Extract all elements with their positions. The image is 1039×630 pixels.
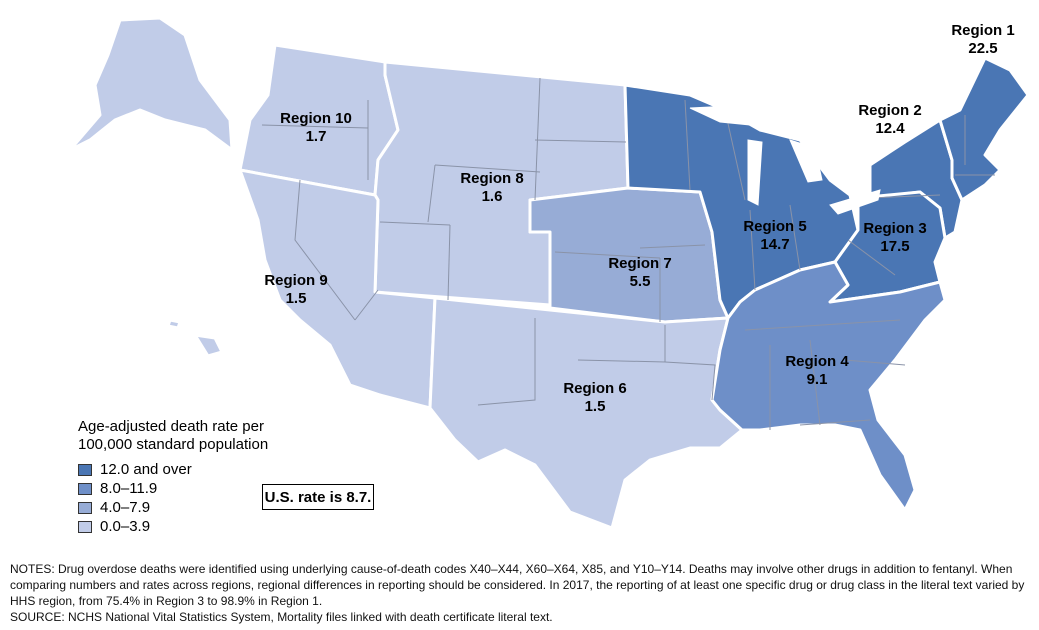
- region-10-name: Region 10: [280, 110, 352, 127]
- region-9-label: Region 9 1.5: [264, 272, 327, 308]
- state-border-nd-sd: [534, 139, 627, 143]
- region-10-label: Region 10 1.7: [280, 110, 352, 146]
- legend-title: Age-adjusted death rate per 100,000 stan…: [78, 418, 268, 454]
- region-3-rate: 17.5: [880, 238, 910, 255]
- state-border-nv-az: [354, 289, 379, 321]
- legend-swatch: [78, 520, 92, 533]
- notes-text: NOTES: Drug overdose deaths were identif…: [10, 562, 1025, 608]
- region-9-shape: [238, 168, 437, 410]
- region-4-rate: 9.1: [806, 371, 828, 388]
- legend-item-label: 12.0 and over: [100, 461, 192, 478]
- region-6-name: Region 6: [563, 380, 627, 397]
- state-border-ga-fl: [799, 419, 871, 426]
- state-border-ut-nv: [379, 221, 451, 226]
- region-1-rate: 22.5: [968, 40, 998, 57]
- legend-item-label: 4.0–7.9: [100, 499, 151, 516]
- state-border-ky-tn: [744, 319, 901, 331]
- state-border-il-in: [749, 209, 756, 291]
- legend-item-4-7: 4.0–7.9: [78, 498, 268, 517]
- legend-title-line1: Age-adjusted death rate per: [78, 418, 264, 435]
- lake-huron: [789, 139, 823, 183]
- region-8-name: Region 8: [460, 170, 524, 187]
- legend-item-12-plus: 12.0 and over: [78, 460, 268, 479]
- state-border-ia-mo: [639, 244, 706, 249]
- legend-swatch: [78, 482, 92, 495]
- state-border-wa-or: [261, 124, 369, 129]
- state-border-mt-wy: [434, 164, 541, 173]
- state-border-nc-sc: [844, 359, 906, 366]
- map-svg: [68, 16, 1030, 530]
- region-1-name: Region 1: [951, 22, 1015, 39]
- state-border-nm-tx: [477, 318, 536, 406]
- region-2-name: Region 2: [858, 102, 922, 119]
- region-4-shape: [710, 260, 947, 512]
- region-8-label: Region 8 1.6: [460, 170, 523, 206]
- region-4-name: Region 4: [785, 353, 849, 370]
- region-9-hawaii-island-2: [166, 318, 182, 330]
- region-3-label: Region 3 17.5: [863, 220, 926, 256]
- region-2-label: Region 2 12.4: [858, 102, 921, 138]
- region-6-rate: 1.5: [584, 398, 606, 415]
- lake-erie: [829, 189, 881, 215]
- state-border-al-ga: [809, 339, 821, 426]
- state-border-ca-nv: [294, 179, 356, 321]
- legend-item-label: 0.0–3.9: [100, 518, 151, 535]
- region-4-label: Region 4 9.1: [785, 353, 848, 389]
- region-10-rate: 1.7: [305, 128, 327, 145]
- region-8-rate: 1.6: [481, 188, 503, 205]
- region-1-shape: [938, 56, 1030, 202]
- state-border-in-oh: [789, 204, 801, 271]
- region-3-name: Region 3: [863, 220, 927, 237]
- state-border-va-wv: [847, 239, 896, 276]
- state-border-pa-ny: [869, 194, 941, 199]
- legend-item-0-3: 0.0–3.9: [78, 517, 268, 536]
- region-5-label: Region 5 14.7: [743, 218, 806, 254]
- legend: Age-adjusted death rate per 100,000 stan…: [78, 418, 268, 536]
- region-9-hawaii-shape: [193, 333, 224, 358]
- legend-swatch: [78, 463, 92, 476]
- state-border-wy-west: [427, 164, 436, 223]
- region-9-name: Region 9: [264, 272, 328, 289]
- state-border-wi-mi: [724, 109, 746, 201]
- state-border-ar-la: [664, 361, 716, 401]
- source-text: SOURCE: NCHS National Vital Statistics S…: [10, 610, 553, 624]
- us-hhs-region-map: Region 1 22.5 Region 2 12.4 Region 3 17.…: [68, 16, 1030, 536]
- region-7-name: Region 7: [608, 255, 672, 272]
- legend-item-8-11: 8.0–11.9: [78, 479, 268, 498]
- region-10-alaska-shape: [68, 16, 234, 152]
- region-7-rate: 5.5: [629, 273, 651, 290]
- us-rate-box: U.S. rate is 8.7.: [262, 484, 374, 510]
- legend-item-label: 8.0–11.9: [100, 480, 158, 497]
- region-5-name: Region 5: [743, 218, 807, 235]
- legend-title-line2: 100,000 standard population: [78, 436, 269, 453]
- region-2-rate: 12.4: [875, 120, 905, 137]
- state-border-ut-co: [447, 224, 451, 301]
- state-border-mn-wi: [684, 99, 691, 191]
- lake-superior: [689, 104, 792, 127]
- region-7-label: Region 7 5.5: [608, 255, 671, 291]
- region-6-label: Region 6 1.5: [563, 380, 626, 416]
- region-9-rate: 1.5: [285, 290, 307, 307]
- region-1-label: Region 1 22.5: [951, 22, 1014, 58]
- state-border-ne-ks: [554, 251, 661, 259]
- state-border-mt-nd: [534, 77, 541, 201]
- legend-swatch: [78, 501, 92, 514]
- notes-section: NOTES: Drug overdose deaths were identif…: [10, 561, 1032, 625]
- lake-michigan: [747, 139, 763, 206]
- region-5-rate: 14.7: [760, 236, 790, 253]
